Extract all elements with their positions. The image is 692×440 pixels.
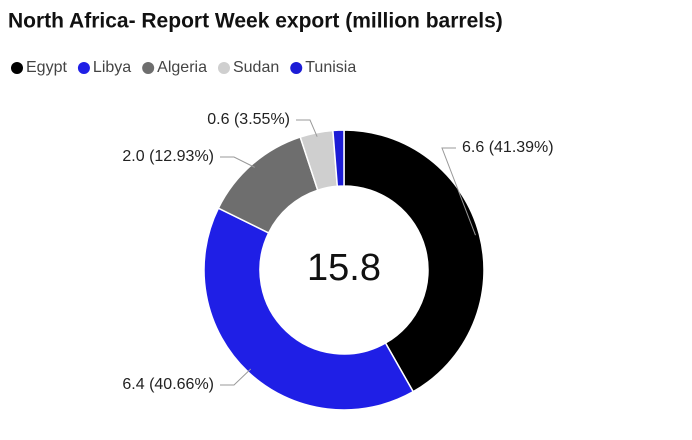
- leader-line: [441, 147, 476, 236]
- donut-slice: [332, 129, 345, 188]
- legend-label: Sudan: [233, 59, 279, 76]
- data-label: 2.0 (12.93%): [122, 148, 214, 165]
- legend-marker: [11, 62, 23, 74]
- legend-label: Libya: [93, 59, 131, 76]
- donut-slice: [203, 207, 415, 411]
- center-total: 15.8: [307, 247, 381, 289]
- legend-label: Egypt: [26, 59, 67, 76]
- chart-title: North Africa- Report Week export (millio…: [8, 10, 503, 33]
- legend-label: Tunisia: [305, 59, 356, 76]
- data-label: 6.6 (41.39%): [462, 139, 554, 156]
- legend-marker: [77, 62, 90, 74]
- leader-line: [220, 368, 252, 386]
- leader-line: [296, 119, 318, 137]
- legend-marker: [290, 62, 303, 74]
- legend-marker: [217, 62, 230, 74]
- data-label: 6.4 (40.66%): [122, 376, 214, 393]
- leader-line: [220, 156, 255, 168]
- legend-marker: [142, 62, 155, 74]
- donut-slice: [343, 129, 485, 393]
- legend-label: Algeria: [157, 59, 207, 76]
- data-label: 0.6 (3.55%): [207, 111, 290, 128]
